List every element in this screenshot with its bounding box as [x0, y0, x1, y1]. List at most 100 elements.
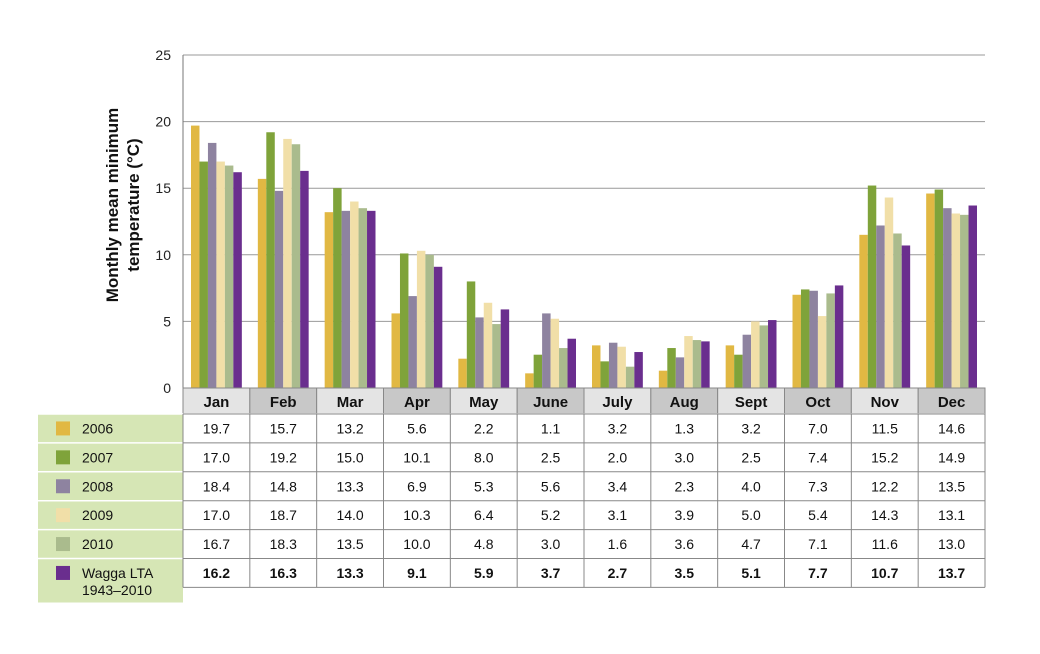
y-tick-label: 5	[163, 313, 171, 329]
bar	[834, 285, 844, 388]
table-cell-value: 3.2	[608, 420, 628, 436]
table-cell-value: 4.0	[741, 478, 761, 494]
table-cell-value: 2.0	[608, 449, 628, 465]
table-cell-value: 7.0	[808, 420, 828, 436]
table-cell-value: 17.0	[203, 449, 230, 465]
table-cell-value: 14.3	[871, 507, 898, 523]
bar	[968, 205, 977, 388]
table-cell-value: 10.0	[403, 536, 430, 552]
legend-label: 2006	[82, 420, 113, 436]
month-header-cell	[249, 387, 318, 415]
table-cell-value: 9.1	[407, 565, 427, 581]
table-cell-value: 3.0	[675, 449, 695, 465]
legend-label: 2007	[82, 449, 113, 465]
table-cell-value: 4.8	[474, 536, 494, 552]
bar	[500, 309, 510, 388]
month-label: Feb	[270, 394, 297, 411]
bar	[893, 233, 902, 388]
month-label: Nov	[871, 394, 900, 411]
table-cell-value: 17.0	[203, 507, 230, 523]
bar	[859, 234, 868, 388]
month-label: Apr	[404, 394, 430, 411]
legend-label: 2010	[82, 536, 113, 552]
bar	[734, 354, 743, 388]
bar	[433, 266, 443, 388]
table-cell-value: 5.0	[741, 507, 761, 523]
bar	[533, 354, 543, 388]
legend-label: 2009	[82, 507, 113, 523]
bar	[701, 341, 710, 388]
table-cell-value: 1.3	[675, 420, 695, 436]
y-axis-label: Monthly mean minimum temperature (°C)	[103, 108, 143, 303]
legend-label-line: Wagga LTA	[82, 565, 154, 581]
table-cell-value: 15.0	[336, 449, 363, 465]
bar	[358, 208, 368, 388]
bar	[600, 361, 609, 388]
table-cell-value: 3.7	[541, 565, 561, 581]
data-table: 2006 19.7 15.7 13.2 5.6 2.2 1.1 3.2 1.3 3.2 7.0 11.…	[38, 413, 986, 603]
table-cell-value: 18.7	[270, 507, 297, 523]
bar	[960, 214, 969, 388]
bar	[567, 338, 576, 388]
legend-swatch	[56, 565, 70, 580]
table-cell-value: 19.7	[203, 420, 230, 436]
y-axis-title-line: Monthly mean minimum	[103, 108, 122, 303]
bar	[233, 172, 242, 388]
bar	[283, 138, 292, 388]
month-header-cell	[516, 387, 585, 415]
bar	[675, 357, 685, 388]
bar	[333, 188, 342, 388]
y-tick-label: 15	[155, 180, 171, 196]
bar	[742, 334, 752, 388]
table-cell-value: 3.4	[608, 478, 628, 494]
table-cell-value: 5.9	[474, 565, 494, 581]
month-header-cell	[917, 387, 986, 415]
table-cell-value: 15.2	[871, 449, 898, 465]
table-cell-value: 4.7	[741, 536, 761, 552]
bar	[341, 210, 351, 388]
table-cell-value: 2.7	[608, 565, 628, 581]
table-cell-value: 18.4	[203, 478, 230, 494]
table-cell-value: 6.9	[407, 478, 427, 494]
table-cell-value: 3.0	[541, 536, 561, 552]
table-cell-value: 5.6	[541, 478, 561, 494]
table-cell-value: 3.2	[741, 420, 761, 436]
bar	[625, 366, 635, 388]
table-cell-value: 6.4	[474, 507, 494, 523]
month-label: May	[469, 394, 499, 411]
bar	[399, 253, 409, 388]
table-cell-value: 2.3	[675, 478, 695, 494]
table-cell-value: 7.7	[808, 565, 828, 581]
month-header-cell	[850, 387, 919, 415]
bar	[492, 324, 501, 388]
bar	[768, 320, 777, 388]
table-cell-value: 7.3	[808, 478, 828, 494]
table-cell-value: 2.5	[541, 449, 561, 465]
table-cell-value: 14.0	[336, 507, 363, 523]
table-cell-value: 10.7	[871, 565, 898, 581]
bar	[425, 254, 434, 388]
bar	[216, 161, 225, 388]
table-cell-value: 16.7	[203, 536, 230, 552]
bar	[466, 281, 476, 388]
bar	[207, 142, 217, 388]
bars	[191, 125, 977, 388]
table-cell-value: 11.5	[872, 420, 898, 436]
legend-swatch	[56, 450, 70, 465]
bar	[926, 193, 935, 388]
table-cell-value: 16.2	[203, 565, 230, 581]
month-label: Dec	[938, 394, 966, 411]
y-axis-title: Monthly mean minimum temperature (°C)	[103, 108, 143, 303]
bar	[458, 358, 467, 388]
bar	[684, 336, 693, 388]
bar	[350, 201, 359, 388]
bar	[792, 294, 801, 388]
month-header-cell	[316, 387, 384, 415]
month-label: June	[533, 394, 568, 411]
table-cell-value: 1.6	[608, 536, 628, 552]
table-cell-value: 14.9	[938, 449, 965, 465]
y-axis-ticks: 0 5 10 15 20 25	[155, 47, 171, 396]
bar	[901, 245, 911, 388]
bar	[884, 197, 894, 388]
bar	[800, 289, 810, 388]
